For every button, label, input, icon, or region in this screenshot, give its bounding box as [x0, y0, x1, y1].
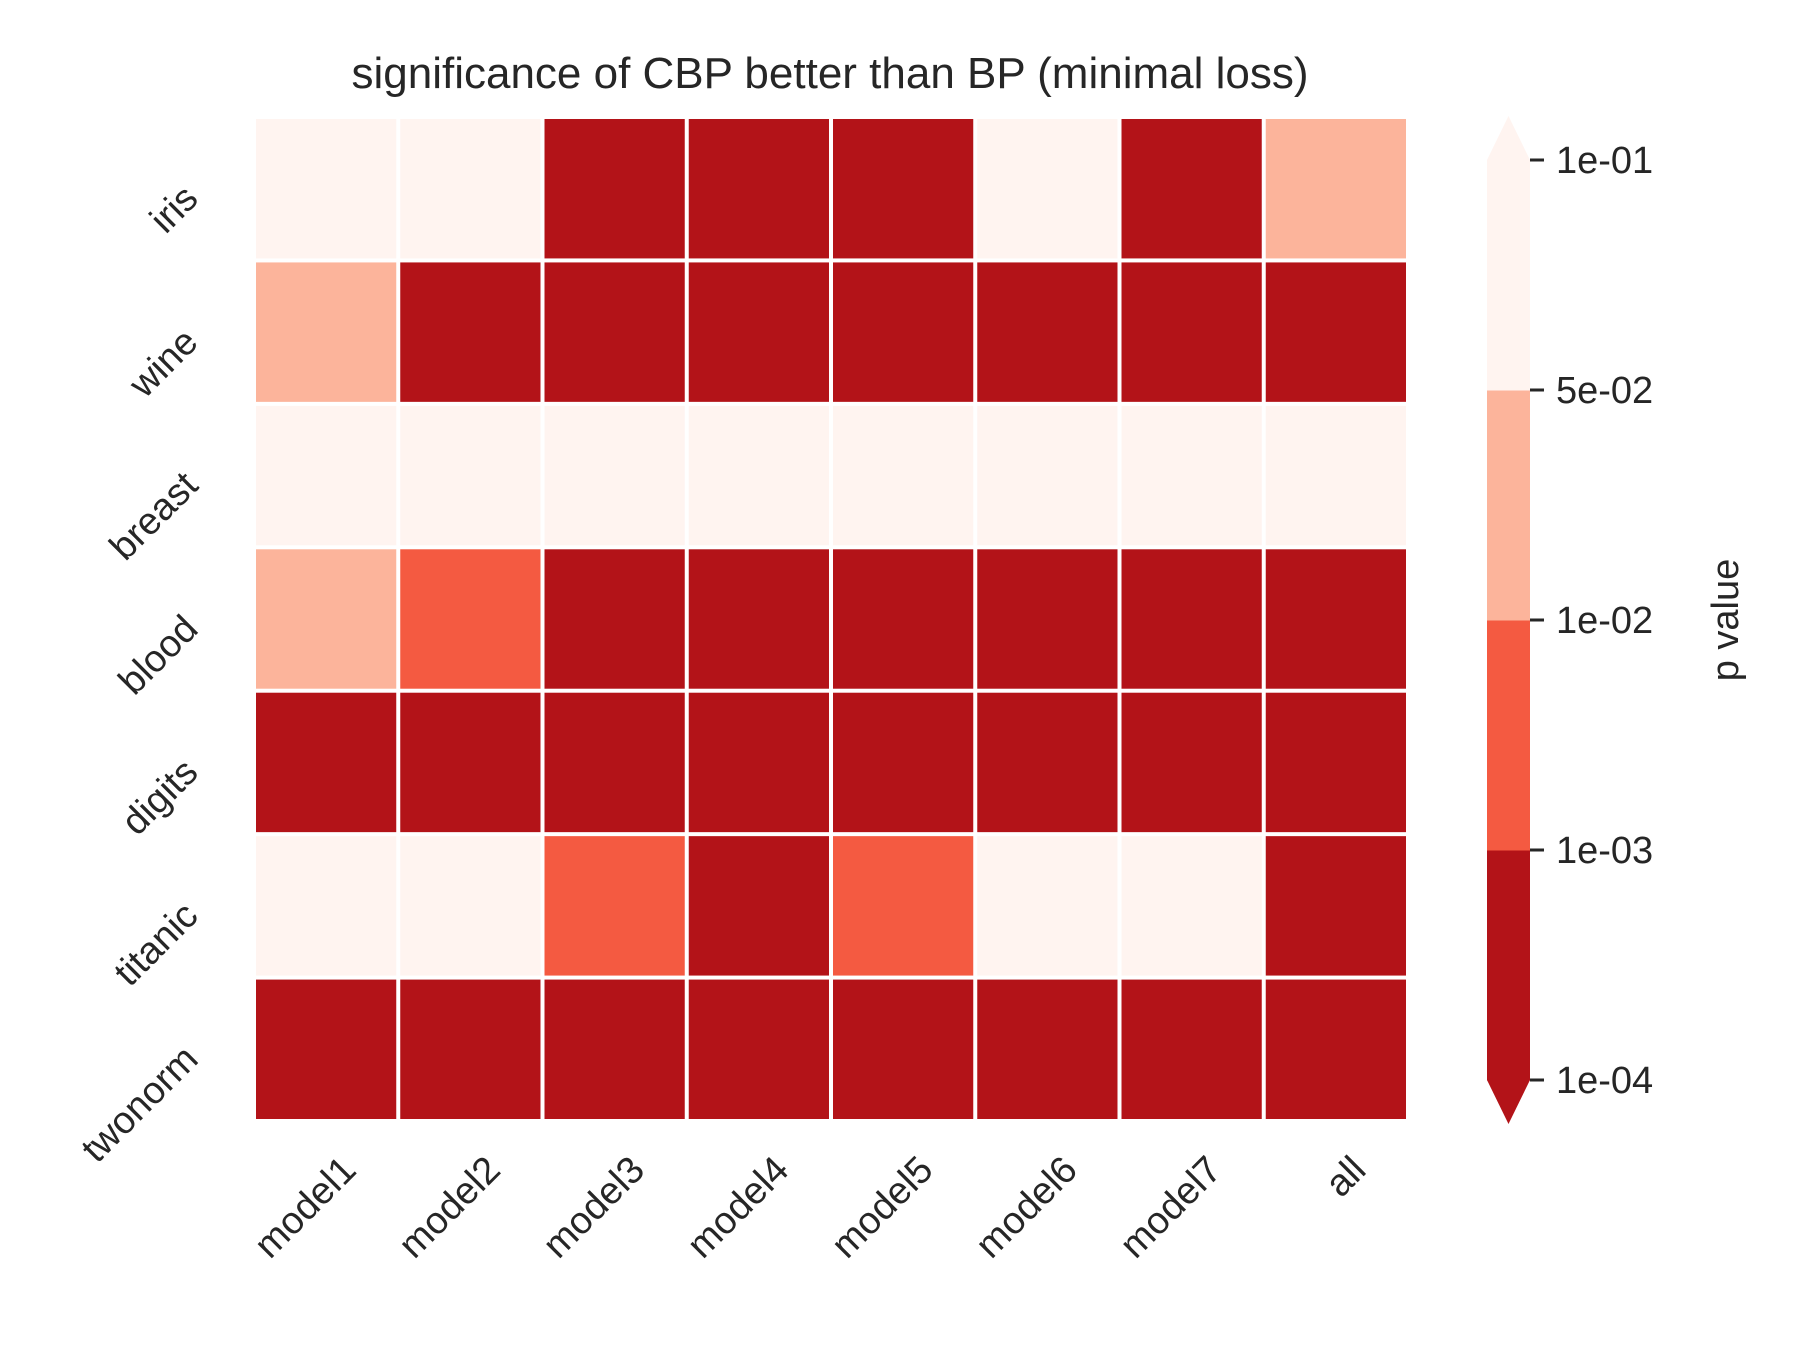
column-label-all: all: [1318, 1149, 1375, 1206]
column-label-model2: model2: [391, 1149, 509, 1267]
colorbar-tick-label-1e-02: 1e-02: [1556, 600, 1653, 642]
column-label-model1: model1: [247, 1149, 365, 1267]
heatmap-cell-breast-model3: [544, 405, 685, 546]
colorbar-extend-bottom: [1487, 1080, 1530, 1124]
heatmap-cell-wine-all: [1265, 262, 1406, 402]
column-labels: model1 model2 model3 model4 model5 model6 mode…: [247, 1149, 1375, 1267]
row-label-wine: wine: [121, 321, 207, 407]
heatmap-cell-twonorm-model1: [256, 979, 397, 1119]
heatmap-cell-titanic-model5: [833, 836, 974, 976]
heatmap-cell-iris-model1: [256, 119, 397, 259]
heatmap-cell-breast-model2: [400, 405, 541, 546]
heatmap-cell-blood-model6: [977, 549, 1118, 689]
heatmap-cell-blood-all: [1265, 549, 1406, 689]
heatmap-cell-titanic-all: [1265, 836, 1406, 976]
heatmap-cell-digits-model4: [688, 692, 829, 833]
heatmap-cell-breast-model7: [1121, 405, 1262, 546]
heatmap-cell-iris-model5: [833, 119, 974, 259]
heatmap-cell-blood-model2: [400, 549, 541, 689]
chart-title: significance of CBP better than BP (mini…: [351, 49, 1308, 98]
heatmap-cell-wine-model7: [1121, 262, 1262, 402]
heatmap-cell-iris-model7: [1121, 119, 1262, 259]
heatmap-cell-wine-model4: [688, 262, 829, 402]
row-labels: iris wine breast blood digits titanic twonorm: [74, 177, 207, 1170]
heatmap-cell-blood-model1: [256, 549, 397, 689]
heatmap-cell-twonorm-model5: [833, 979, 974, 1119]
colorbar-label: p value: [1705, 559, 1747, 682]
heatmap-cell-blood-model5: [833, 549, 974, 689]
heatmap-cell-iris-model6: [977, 119, 1118, 259]
row-label-titanic: titanic: [106, 895, 206, 995]
heatmap-cell-blood-model7: [1121, 549, 1262, 689]
row-label-digits: digits: [114, 751, 206, 843]
heatmap-cell-titanic-model6: [977, 836, 1118, 976]
column-label-model7: model7: [1112, 1149, 1230, 1267]
heatmap-cell-digits-all: [1265, 692, 1406, 833]
row-label-breast: breast: [102, 464, 207, 569]
heatmap-cell-blood-model3: [544, 549, 685, 689]
column-label-model3: model3: [535, 1149, 653, 1267]
heatmap-cell-titanic-model7: [1121, 836, 1262, 976]
heatmap-cell-breast-all: [1265, 405, 1406, 546]
heatmap-cell-wine-model2: [400, 262, 541, 402]
heatmap-cell-wine-model5: [833, 262, 974, 402]
heatmap-cell-twonorm-model2: [400, 979, 541, 1119]
colorbar-tick-label-1e-04: 1e-04: [1556, 1060, 1653, 1102]
heatmap-cell-wine-model1: [256, 262, 397, 402]
heatmap-cell-digits-model3: [544, 692, 685, 833]
heatmap-cell-titanic-model3: [544, 836, 685, 976]
heatmap-cell-digits-model5: [833, 692, 974, 833]
colorbar-bin-1e-04-1e-03: [1487, 850, 1530, 1081]
colorbar-bin-1e-02-5e-02: [1487, 390, 1530, 621]
heatmap-cell-iris-all: [1265, 119, 1406, 259]
column-label-model6: model6: [968, 1149, 1086, 1267]
heatmap-cell-iris-model3: [544, 119, 685, 259]
heatmap-cell-titanic-model1: [256, 836, 397, 976]
heatmap-cell-wine-model3: [544, 262, 685, 402]
colorbar-bin-1e-03-1e-02: [1487, 620, 1530, 851]
colorbar-bin-5e-02-1e-01: [1487, 160, 1530, 391]
heatmap-cell-digits-model2: [400, 692, 541, 833]
row-label-iris: iris: [142, 177, 206, 241]
colorbar-tick-label-1e-03: 1e-03: [1556, 830, 1653, 872]
heatmap-cell-breast-model4: [688, 405, 829, 546]
heatmap-cell-digits-model6: [977, 692, 1118, 833]
heatmap-cell-digits-model7: [1121, 692, 1262, 833]
row-label-twonorm: twonorm: [74, 1038, 207, 1171]
heatmap-cell-titanic-model4: [688, 836, 829, 976]
heatmap-cell-breast-model1: [256, 405, 397, 546]
heatmap-cell-twonorm-model3: [544, 979, 685, 1119]
heatmap-cell-titanic-model2: [400, 836, 541, 976]
colorbar-tick-label-5e-02: 5e-02: [1556, 370, 1653, 412]
heatmap-cell-twonorm-model4: [688, 979, 829, 1119]
colorbar-tick-label-1e-01: 1e-01: [1556, 140, 1653, 182]
heatmap-cell-twonorm-all: [1265, 979, 1406, 1119]
heatmap-cell-twonorm-model7: [1121, 979, 1262, 1119]
heatmap-cell-iris-model4: [688, 119, 829, 259]
heatmap-cell-breast-model5: [833, 405, 974, 546]
heatmap-cell-digits-model1: [256, 692, 397, 833]
row-label-blood: blood: [111, 608, 206, 703]
column-label-model5: model5: [824, 1149, 942, 1267]
heatmap-cell-breast-model6: [977, 405, 1118, 546]
heatmap-cell-blood-model4: [688, 549, 829, 689]
heatmap-cell-wine-model6: [977, 262, 1118, 402]
colorbar-extend-top: [1487, 116, 1530, 160]
column-label-model4: model4: [679, 1149, 797, 1267]
colorbar: 1e-04 1e-03 1e-02 5e-02 1e-01: [1487, 116, 1653, 1124]
heatmap-cell-twonorm-model6: [977, 979, 1118, 1119]
heatmap-cell-iris-model2: [400, 119, 541, 259]
heatmap-cells: [256, 119, 1406, 1119]
